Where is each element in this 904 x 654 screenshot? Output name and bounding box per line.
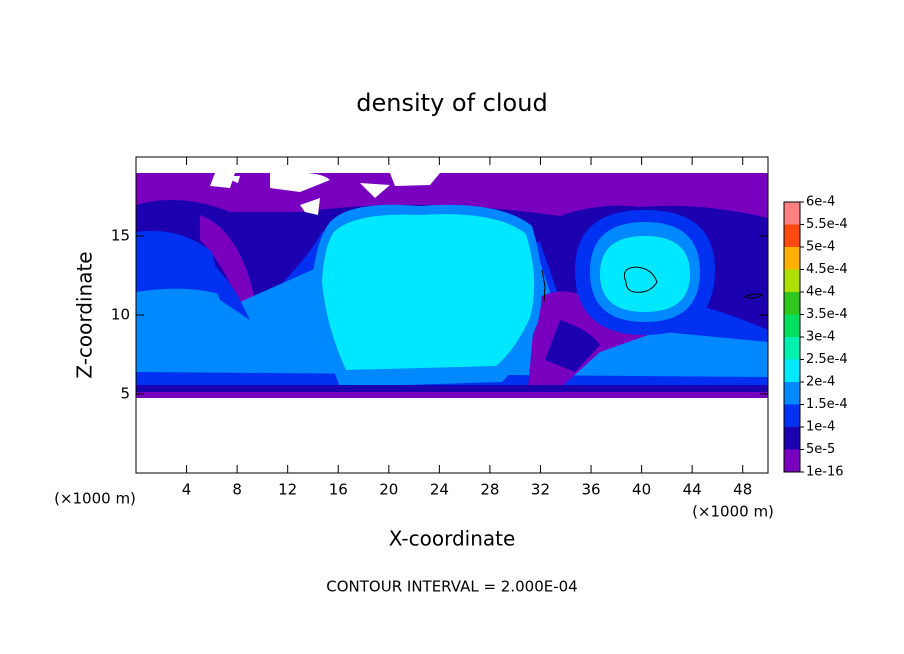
x-tick-label: 32 bbox=[531, 481, 550, 499]
x-unit-label: (×1000 m) bbox=[692, 503, 774, 521]
colorbar-label: 1e-16 bbox=[806, 465, 844, 480]
x-tick-label: 12 bbox=[278, 481, 297, 499]
colorbar-label: 1e-4 bbox=[806, 420, 835, 435]
colorbar-label: 5e-4 bbox=[806, 240, 835, 255]
colorbar-label: 2e-4 bbox=[806, 375, 835, 390]
chart-title: density of cloud bbox=[356, 89, 547, 117]
contour-line bbox=[541, 269, 546, 303]
no-data-region bbox=[220, 176, 240, 183]
no-data-region bbox=[136, 398, 768, 473]
colorbar-band bbox=[784, 314, 800, 337]
colorbar-band bbox=[784, 202, 800, 225]
colorbar-label: 5e-5 bbox=[806, 442, 835, 457]
colorbar-band bbox=[784, 337, 800, 360]
contour-region bbox=[322, 214, 535, 370]
colorbar-band bbox=[784, 247, 800, 270]
x-tick-label: 16 bbox=[329, 481, 348, 499]
colorbar-label: 1.5e-4 bbox=[806, 397, 848, 412]
no-data-region bbox=[360, 183, 390, 198]
no-data-region bbox=[390, 173, 440, 186]
x-tick-label: 4 bbox=[182, 481, 192, 499]
colorbar-band bbox=[784, 427, 800, 450]
x-tick-label: 40 bbox=[632, 481, 651, 499]
x-tick-label: 28 bbox=[480, 481, 499, 499]
colorbar-band bbox=[784, 359, 800, 382]
colorbar-band bbox=[784, 269, 800, 292]
contour-region bbox=[200, 215, 255, 330]
colorbar-label: 2.5e-4 bbox=[806, 352, 848, 367]
y-tick-label: 10 bbox=[111, 306, 130, 324]
no-data-region bbox=[270, 172, 330, 192]
x-tick-label: 8 bbox=[232, 481, 242, 499]
x-tick-label: 24 bbox=[430, 481, 449, 499]
colorbar-band bbox=[784, 382, 800, 405]
annotation: CONTOUR INTERVAL = 2.000E-04 bbox=[326, 578, 577, 596]
colorbar-label: 4e-4 bbox=[806, 285, 835, 300]
colorbar-band bbox=[784, 224, 800, 247]
y-tick-label: 5 bbox=[120, 385, 130, 403]
contour-field bbox=[136, 157, 768, 473]
colorbar-label: 3.5e-4 bbox=[806, 307, 848, 322]
colorbar-label: 5.5e-4 bbox=[806, 217, 848, 232]
x-tick-label: 44 bbox=[683, 481, 702, 499]
contour-lines bbox=[541, 266, 764, 303]
colorbar-band bbox=[784, 292, 800, 315]
y-axis-label: Z-coordinate bbox=[73, 251, 97, 378]
contour-line bbox=[743, 293, 764, 299]
x-tick-label: 48 bbox=[733, 481, 752, 499]
colorbar-label: 6e-4 bbox=[806, 195, 835, 210]
y-unit-label: (×1000 m) bbox=[54, 490, 136, 508]
no-data-region bbox=[300, 198, 320, 215]
contour-region bbox=[200, 250, 250, 320]
colorbar-band bbox=[784, 404, 800, 427]
x-tick-label: 20 bbox=[379, 481, 398, 499]
contour-region bbox=[545, 320, 600, 372]
colorbar-label: 3e-4 bbox=[806, 330, 835, 345]
contour-region bbox=[136, 392, 768, 398]
colorbar-label: 4.5e-4 bbox=[806, 262, 848, 277]
x-axis-label: X-coordinate bbox=[389, 527, 516, 551]
contour-region bbox=[600, 236, 690, 312]
no-data-region bbox=[136, 157, 768, 173]
y-tick-label: 15 bbox=[111, 227, 130, 245]
x-tick-label: 36 bbox=[581, 481, 600, 499]
colorbar-band bbox=[784, 449, 800, 472]
contour-line bbox=[623, 266, 658, 293]
